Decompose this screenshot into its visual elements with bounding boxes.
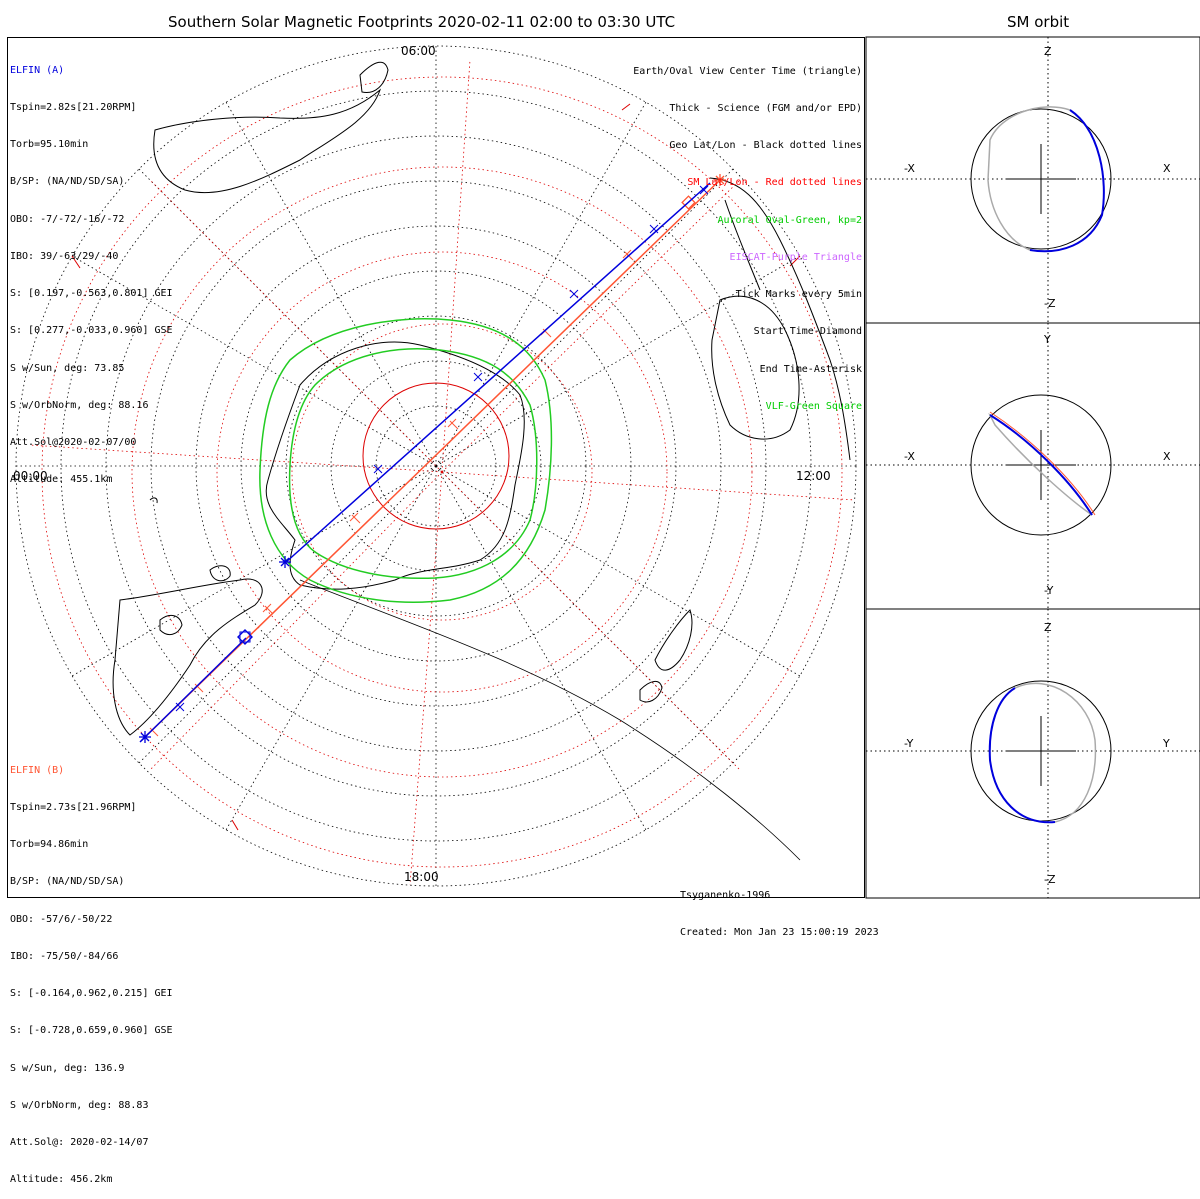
orbit2-left: -X <box>904 450 915 463</box>
legend-item: Earth/Oval View Center Time (triangle) <box>633 65 862 77</box>
sm-pole-circle <box>362 382 510 530</box>
elfin-a-end-asterisk <box>279 556 291 568</box>
elfin-b-name: ELFIN (B) <box>10 764 65 776</box>
elfin-b-line: Altitude: 456.2km <box>10 1174 113 1186</box>
elfin-a-info: ELFIN (A) Tspin=2.82s[21.20RPM] Torb=95.… <box>10 40 173 499</box>
elfin-b-line: S: [-0.164,0.962,0.215] GEI <box>10 988 173 1000</box>
legend-item: Auroral Oval-Green, kp=2 <box>717 214 863 226</box>
footer: Tsyganenko-1996 Created: Mon Jan 23 15:0… <box>680 865 879 952</box>
created-label: Created: Mon Jan 23 15:00:19 2023 <box>680 927 879 939</box>
elfin-b-line: S w/Sun, deg: 136.9 <box>10 1062 125 1074</box>
legend-item: End Time-Asterisk <box>759 363 862 375</box>
elfin-a-line: S: [0.197,-0.563,0.801] GEI <box>10 288 173 300</box>
orbit-title: SM orbit <box>1007 13 1070 31</box>
elfin-a-ticks <box>175 185 709 712</box>
time-label-12: 12:00 <box>796 469 831 483</box>
elfin-a-track <box>139 182 711 743</box>
auroral-ovals <box>259 318 553 603</box>
time-label-18: 18:00 <box>404 870 439 884</box>
elfin-b-line: Torb=94.86min <box>10 839 89 851</box>
elfin-a-line: Torb=95.10min <box>10 139 89 151</box>
elfin-a-line: IBO: 39/-63/29/-40 <box>10 250 119 262</box>
legend-item: SM Lat/Lon - Red dotted lines <box>687 177 862 189</box>
legend-item: Geo Lat/Lon - Black dotted lines <box>669 140 862 152</box>
legend-item: Thick - Science (FGM and/or EPD) <box>669 103 862 115</box>
elfin-b-line: OBO: -57/6/-50/22 <box>10 913 113 925</box>
orbit2-top: Y <box>1044 333 1051 346</box>
legend-item: EISCAT-Purple Triangle <box>729 251 862 263</box>
plot-title: Southern Solar Magnetic Footprints 2020-… <box>168 13 676 31</box>
geo-meridian-line <box>299 579 801 861</box>
orbit3-bottom: -Z <box>1044 873 1056 886</box>
orbit-panel-3 <box>865 608 1200 899</box>
elfin-b-line: IBO: -75/50/-84/66 <box>10 950 119 962</box>
orbit3-left: -Y <box>904 737 914 750</box>
elfin-b-line: Tspin=2.73s[21.96RPM] <box>10 802 137 814</box>
legend-item: VLF-Green Square <box>765 400 862 412</box>
orbit-panel-1 <box>865 36 1200 324</box>
elfin-b-line: S: [-0.728,0.659,0.960] GSE <box>10 1025 173 1037</box>
coastlines <box>112 61 851 736</box>
orbit2-right: X <box>1163 450 1171 463</box>
elfin-a-line: Tspin=2.82s[21.20RPM] <box>10 102 137 114</box>
time-label-00: 00:00 <box>13 469 48 483</box>
legend: Earth/Oval View Center Time (triangle) T… <box>633 41 862 426</box>
elfin-b-track <box>144 177 723 738</box>
elfin-a-start-diamond <box>237 629 253 645</box>
orbit-panel-2 <box>865 322 1200 610</box>
model-label: Tsyganenko-1996 <box>680 889 771 901</box>
orbit1-bottom: -Z <box>1044 297 1056 310</box>
orbit2-bottom: -Y <box>1044 584 1054 597</box>
elfin-a-asterisk-lowerleft <box>139 731 151 743</box>
elfin-a-line: OBO: -7/-72/-16/-72 <box>10 213 125 225</box>
elfin-b-line: B/SP: (NA/ND/SD/SA) <box>10 876 125 888</box>
elfin-a-name: ELFIN (A) <box>10 64 65 76</box>
orbit1-left: -X <box>904 162 915 175</box>
orbit1-top: Z <box>1044 45 1052 58</box>
elfin-a-line: B/SP: (NA/ND/SD/SA) <box>10 176 125 188</box>
elfin-a-line: S w/OrbNorm, deg: 88.16 <box>10 399 149 411</box>
orbit3-top: Z <box>1044 621 1052 634</box>
elfin-a-line: S: [0.277,-0.033,0.960] GSE <box>10 325 173 337</box>
sm-grid <box>29 59 856 886</box>
orbit3-right: Y <box>1163 737 1170 750</box>
elfin-b-line: Att.Sol@: 2020-02-14/07 <box>10 1137 149 1148</box>
time-label-06: 06:00 <box>401 44 436 58</box>
elfin-b-end-asterisk <box>714 174 726 186</box>
geo-grid <box>15 45 857 887</box>
footprint-map <box>15 36 1200 899</box>
orbit1-right: X <box>1163 162 1171 175</box>
legend-item: Tick Marks every 5min <box>735 289 862 301</box>
elfin-b-line: S w/OrbNorm, deg: 88.83 <box>10 1099 149 1111</box>
elfin-a-line: Att.Sol@2020-02-07/00 <box>10 437 137 448</box>
elfin-a-line: S w/Sun, deg: 73.85 <box>10 362 125 374</box>
elfin-b-info: ELFIN (B) Tspin=2.73s[21.96RPM] Torb=94.… <box>10 740 173 1199</box>
elfin-a-start-square <box>239 631 251 643</box>
legend-item: Start Time-Diamond <box>753 326 862 338</box>
elfin-a-line: Altitude: 455.1km <box>10 474 113 486</box>
